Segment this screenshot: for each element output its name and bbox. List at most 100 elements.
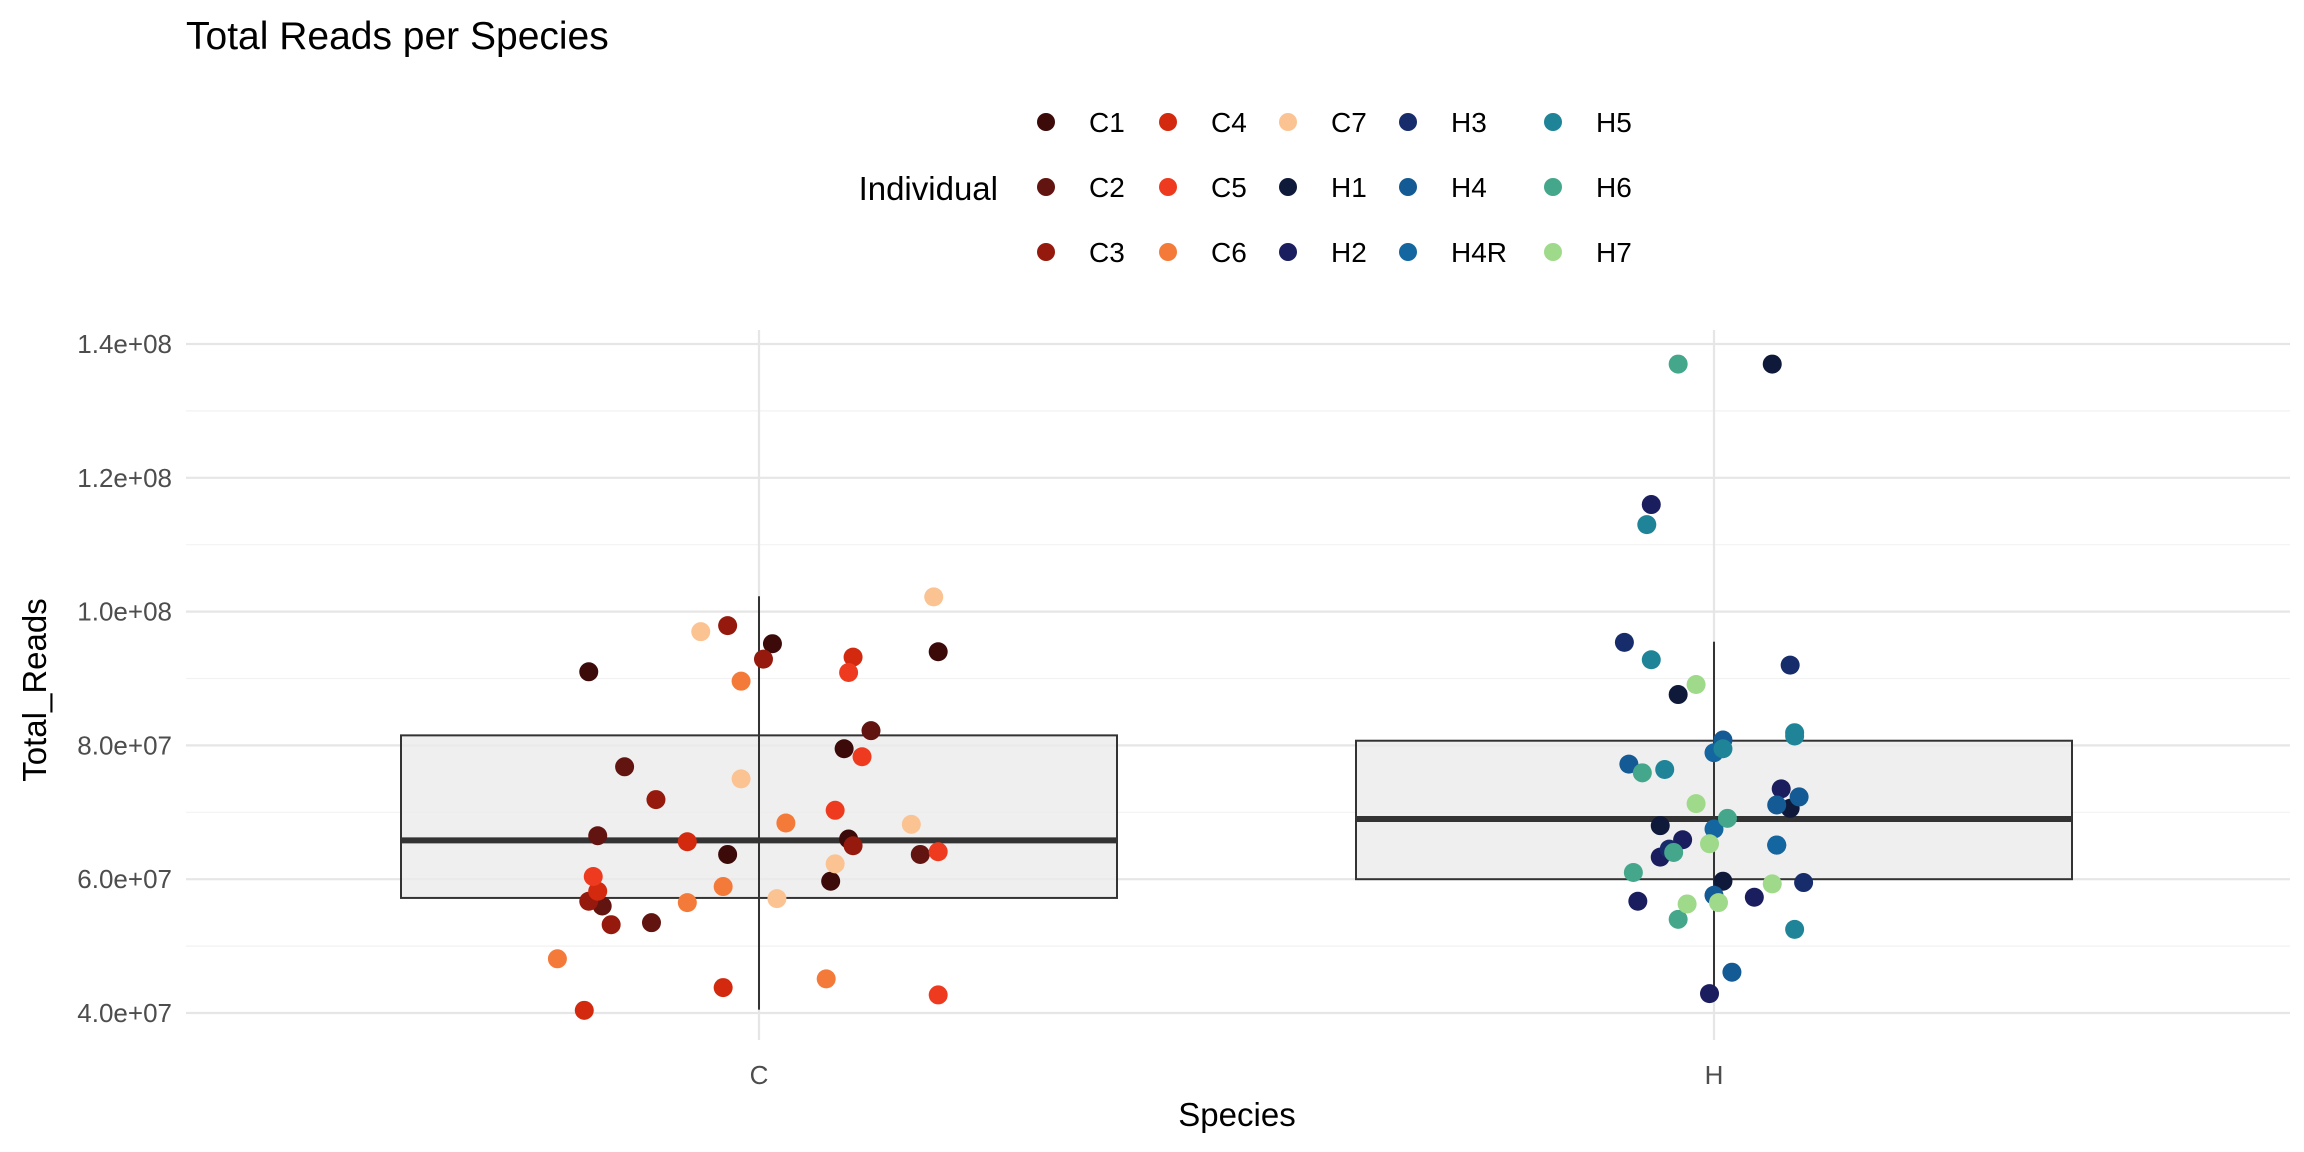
legend-label-h6: H6: [1596, 172, 1632, 203]
point-c6: [816, 969, 836, 989]
point-h1: [1668, 685, 1688, 705]
legend-title: Individual: [859, 170, 998, 207]
point-c6: [547, 949, 567, 969]
point-c7: [731, 769, 751, 789]
legend-label-c7: C7: [1331, 107, 1367, 138]
legend-key-h7: [1544, 243, 1562, 261]
point-c3: [601, 915, 621, 935]
y-tick-label: 6.0e+07: [77, 864, 172, 894]
point-h4r: [1704, 819, 1724, 839]
legend-label-h2: H2: [1331, 237, 1367, 268]
point-h3: [1780, 655, 1800, 675]
legend-label-c1: C1: [1089, 107, 1125, 138]
legend-key-h3: [1399, 113, 1417, 131]
x-axis-title: Species: [1178, 1096, 1295, 1133]
point-c2: [615, 757, 635, 777]
point-c7: [767, 889, 787, 909]
y-tick-label: 1.4e+08: [77, 329, 172, 359]
legend-key-h4: [1399, 178, 1417, 196]
legend-key-h5: [1544, 113, 1562, 131]
point-c5: [583, 867, 603, 887]
legend-key-c3: [1037, 243, 1055, 261]
point-h7: [1762, 874, 1782, 894]
point-c1: [579, 662, 599, 682]
point-h4: [1619, 754, 1639, 774]
legend-label-h3: H3: [1451, 107, 1487, 138]
y-axis-ticks: 4.0e+07 6.0e+07 8.0e+07 1.0e+08 1.2e+08 1.4e+…: [77, 329, 172, 1028]
point-c6: [776, 813, 796, 833]
point-h6: [1664, 842, 1684, 862]
point-h2: [1628, 891, 1648, 911]
point-c4: [713, 978, 733, 998]
point-h5: [1713, 739, 1733, 759]
point-h5: [1785, 723, 1805, 743]
jitter-points: [547, 354, 1814, 1020]
point-h5: [1655, 759, 1675, 779]
point-h6: [1668, 354, 1688, 374]
point-h3: [1614, 632, 1634, 652]
legend-label-h4: H4: [1451, 172, 1487, 203]
point-c3: [718, 616, 738, 636]
legend-key-h6: [1544, 178, 1562, 196]
legend-key-h2: [1279, 243, 1297, 261]
legend-label-c3: C3: [1089, 237, 1125, 268]
legend-label-c6: C6: [1211, 237, 1247, 268]
y-axis-title: Total_Reads: [16, 598, 53, 781]
point-h6: [1623, 863, 1643, 883]
point-h2: [1744, 887, 1764, 907]
point-h4: [1722, 962, 1742, 982]
point-h2: [1641, 495, 1661, 515]
point-h6: [1717, 808, 1737, 828]
point-h7: [1677, 894, 1697, 914]
point-c7: [825, 854, 845, 874]
legend-key-h1: [1279, 178, 1297, 196]
point-c6: [731, 671, 751, 691]
legend-key-c7: [1279, 113, 1297, 131]
point-c1: [834, 739, 854, 759]
point-h1: [1650, 816, 1670, 836]
legend-key-c1: [1037, 113, 1055, 131]
point-c7: [691, 622, 711, 642]
legend-label-c4: C4: [1211, 107, 1247, 138]
point-h6: [1632, 763, 1652, 783]
point-h7: [1700, 834, 1720, 854]
legend-key-c6: [1159, 243, 1177, 261]
x-tick-label-c: C: [750, 1060, 769, 1090]
point-c3: [843, 836, 863, 856]
point-c4: [574, 1000, 594, 1020]
point-c3: [753, 649, 773, 669]
point-c2: [641, 913, 661, 933]
point-h1: [1713, 871, 1733, 891]
point-c2: [910, 844, 930, 864]
point-h6: [1668, 909, 1688, 929]
point-h7: [1708, 893, 1728, 913]
point-c6: [713, 877, 733, 897]
point-h2: [1700, 984, 1720, 1004]
y-tick-label: 4.0e+07: [77, 998, 172, 1028]
point-c1: [821, 871, 841, 891]
point-h3: [1794, 873, 1814, 893]
point-c5: [839, 662, 859, 682]
point-h7: [1686, 794, 1706, 814]
y-tick-label: 8.0e+07: [77, 730, 172, 760]
legend-key-c2: [1037, 178, 1055, 196]
point-c2: [588, 826, 608, 846]
point-c5: [928, 985, 948, 1005]
point-c3: [646, 790, 666, 810]
point-h2: [1771, 779, 1791, 799]
point-c6: [677, 893, 697, 913]
point-c5: [928, 842, 948, 862]
point-c1: [928, 642, 948, 662]
legend-label-c2: C2: [1089, 172, 1125, 203]
legend-key-c4: [1159, 113, 1177, 131]
legend-key-h4r: [1399, 243, 1417, 261]
legend-label-c5: C5: [1211, 172, 1247, 203]
legend-key-c5: [1159, 178, 1177, 196]
chart-title: Total Reads per Species: [186, 15, 609, 58]
point-c4: [588, 881, 608, 901]
y-tick-label: 1.0e+08: [77, 597, 172, 627]
point-h4r: [1767, 835, 1787, 855]
x-tick-label-h: H: [1705, 1060, 1724, 1090]
